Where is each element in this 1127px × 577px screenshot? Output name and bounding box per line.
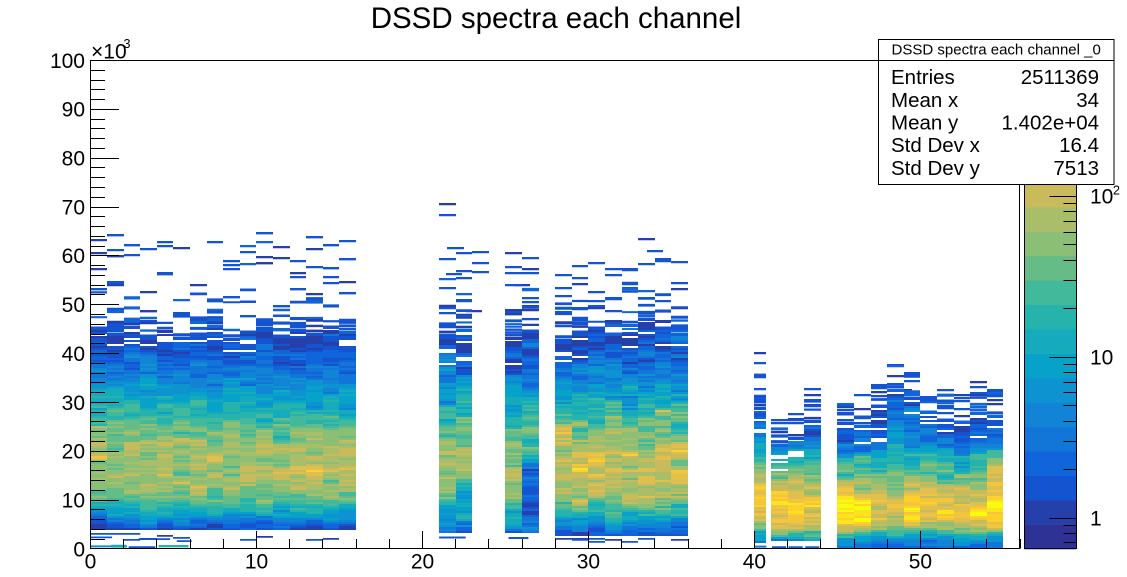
svg-text:10: 10: [1090, 347, 1113, 370]
svg-text:Std Dev y: Std Dev y: [891, 157, 981, 180]
svg-text:50: 50: [909, 551, 932, 574]
svg-text:DSSD spectra each channel _0: DSSD spectra each channel _0: [892, 42, 1101, 59]
svg-text:10: 10: [1090, 186, 1113, 209]
svg-text:80: 80: [62, 148, 85, 171]
svg-text:16.4: 16.4: [1059, 134, 1099, 157]
svg-text:20: 20: [62, 441, 85, 464]
svg-text:30: 30: [577, 551, 600, 574]
svg-text:1: 1: [1090, 507, 1102, 530]
svg-text:100: 100: [50, 50, 85, 73]
svg-text:90: 90: [62, 99, 85, 122]
svg-text:60: 60: [62, 245, 85, 268]
svg-text:40: 40: [743, 551, 766, 574]
svg-text:20: 20: [411, 551, 434, 574]
svg-text:×10: ×10: [91, 41, 127, 64]
svg-text:Mean x: Mean x: [891, 89, 959, 112]
svg-text:70: 70: [62, 196, 85, 219]
svg-text:50: 50: [62, 294, 85, 317]
svg-text:10: 10: [62, 489, 85, 512]
svg-text:2511369: 2511369: [1021, 66, 1099, 89]
svg-text:Mean y: Mean y: [891, 112, 959, 135]
svg-text:3: 3: [124, 37, 131, 51]
svg-text:1.402e+04: 1.402e+04: [1002, 112, 1099, 135]
svg-text:Std Dev x: Std Dev x: [891, 134, 981, 157]
svg-text:40: 40: [62, 343, 85, 366]
svg-text:7513: 7513: [1053, 157, 1099, 180]
svg-text:34: 34: [1076, 89, 1099, 112]
svg-text:2: 2: [1113, 183, 1120, 197]
svg-text:DSSD spectra each channel: DSSD spectra each channel: [371, 2, 742, 35]
svg-text:0: 0: [73, 538, 85, 561]
svg-text:30: 30: [62, 392, 85, 415]
svg-text:0: 0: [85, 551, 97, 574]
svg-text:Entries: Entries: [891, 66, 955, 89]
svg-text:10: 10: [245, 551, 268, 574]
